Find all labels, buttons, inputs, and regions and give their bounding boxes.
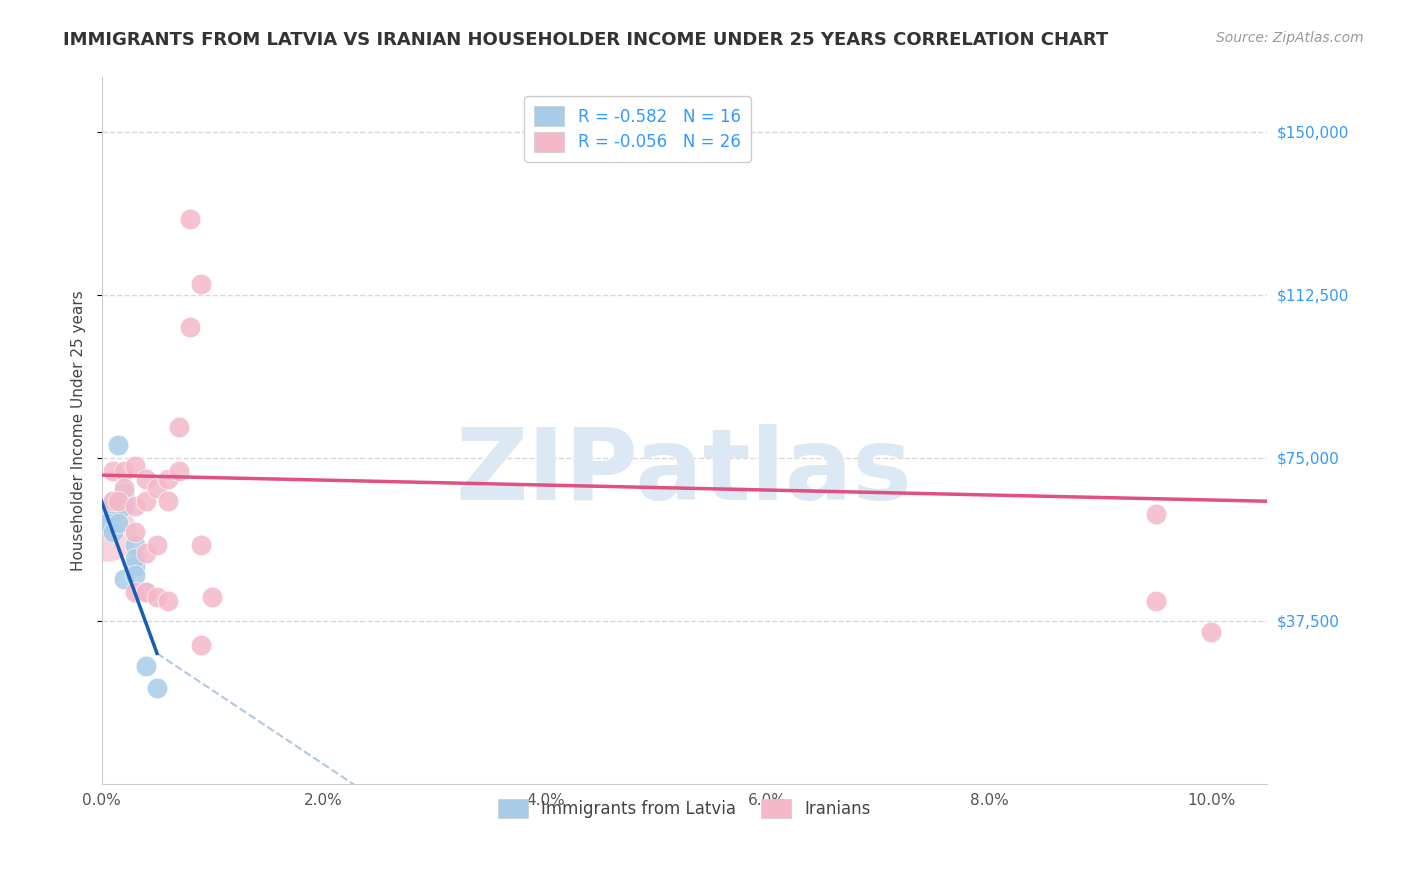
Point [112,481,135,495]
Point [135,585,157,599]
Point [179,320,201,334]
Point [124,459,146,474]
Text: Source: ZipAtlas.com: Source: ZipAtlas.com [1216,31,1364,45]
Point [112,464,135,478]
Point [135,546,157,560]
Point [167,420,190,434]
Point [124,559,146,574]
Y-axis label: Householder Income Under 25 years: Householder Income Under 25 years [72,290,86,571]
Legend: Immigrants from Latvia, Iranians: Immigrants from Latvia, Iranians [491,792,877,825]
Point [135,494,157,508]
Point [179,211,201,226]
Point [124,550,146,565]
Point [157,473,180,487]
Point [146,481,169,495]
Point [101,464,124,478]
Point [101,494,124,508]
Point [135,659,157,673]
Point [96,524,118,539]
Point [96,516,118,530]
Point [190,277,212,291]
Point [1144,508,1167,522]
Point [157,594,180,608]
Point [190,538,212,552]
Point [101,508,124,522]
Point [107,438,129,452]
Point [101,524,124,539]
Point [146,681,169,695]
Point [135,585,157,599]
Point [124,538,146,552]
Point [101,494,124,508]
Point [1144,594,1167,608]
Point [112,499,135,513]
Point [107,494,129,508]
Text: IMMIGRANTS FROM LATVIA VS IRANIAN HOUSEHOLDER INCOME UNDER 25 YEARS CORRELATION : IMMIGRANTS FROM LATVIA VS IRANIAN HOUSEH… [63,31,1108,49]
Point [112,573,135,587]
Point [124,568,146,582]
Text: ZIPatlas: ZIPatlas [456,425,912,522]
Point [107,516,129,530]
Point [201,590,224,604]
Point [146,590,169,604]
Point [157,494,180,508]
Point [124,499,146,513]
Point [124,585,146,599]
Point [124,524,146,539]
Point [1199,624,1222,639]
Point [190,638,212,652]
Point [146,538,169,552]
Point [112,485,135,500]
Point [167,464,190,478]
Point [135,473,157,487]
